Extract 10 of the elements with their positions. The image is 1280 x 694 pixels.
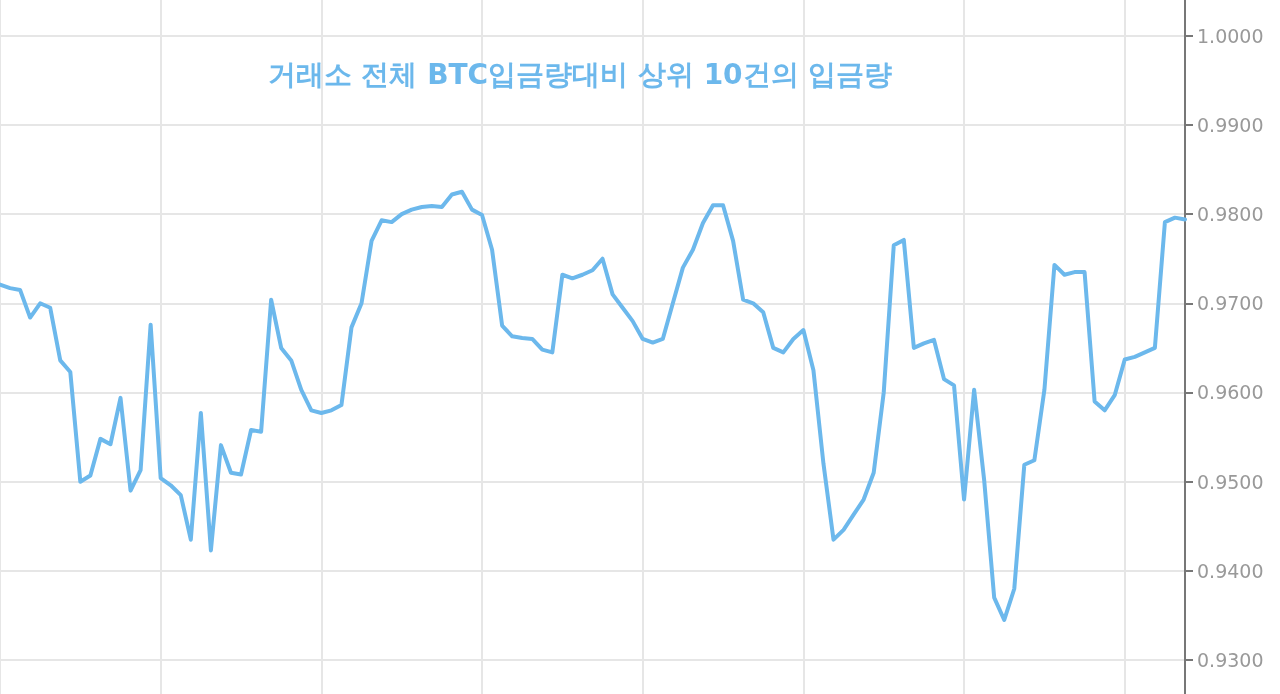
y-tick-label: 0.9400 (1197, 559, 1264, 582)
y-tick-label: 0.9300 (1197, 649, 1264, 672)
y-tick-label: 1.0000 (1197, 24, 1264, 47)
y-tick-label: 0.9700 (1197, 292, 1264, 315)
y-tick-label: 0.9600 (1197, 381, 1264, 404)
text: 거래소 전체 BTC입금량대비 상위 10건의 입금량 (267, 57, 893, 91)
y-tick-label: 0.9500 (1197, 470, 1264, 493)
y-tick-label: 0.9800 (1197, 203, 1264, 226)
line-series (0, 189, 1187, 622)
y-tick-label: 0.9900 (1197, 113, 1264, 136)
